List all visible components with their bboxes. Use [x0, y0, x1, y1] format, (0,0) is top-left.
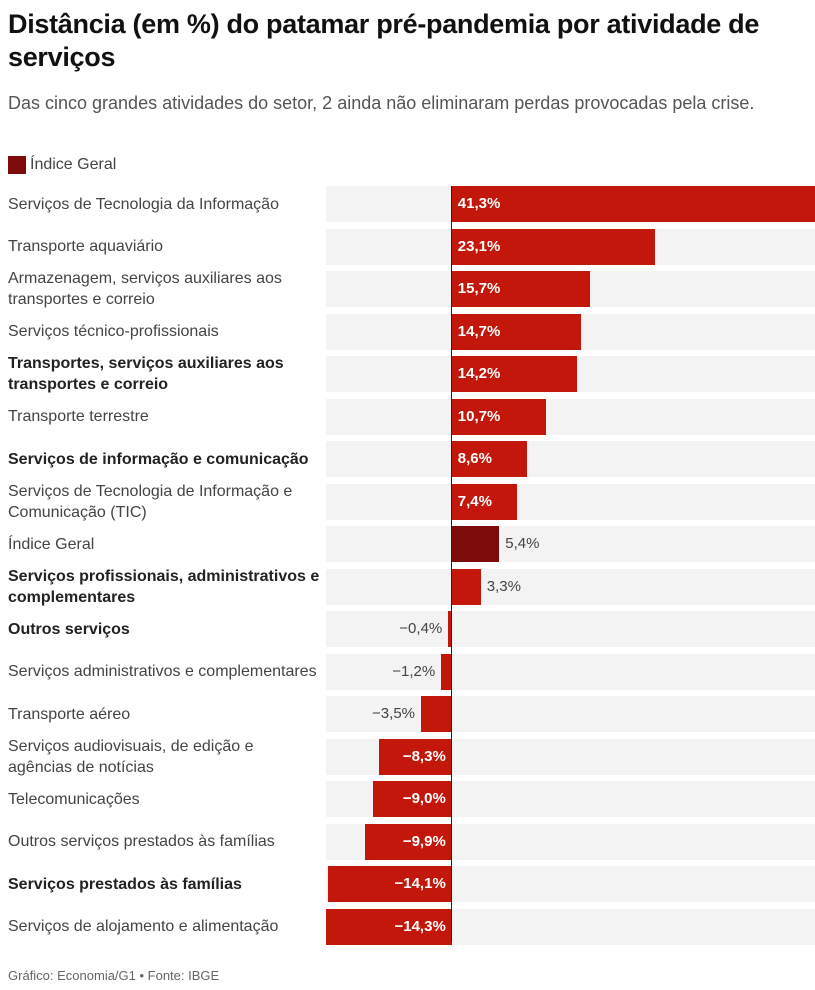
value-label: 23,1%: [457, 237, 501, 255]
zero-axis-line: [451, 186, 453, 942]
category-label: Transporte terrestre: [8, 408, 149, 425]
bar-row-background: [326, 483, 815, 520]
bar-row-background: [326, 568, 815, 605]
value-label: 3,3%: [486, 577, 521, 595]
bar: [441, 653, 452, 690]
chart-title: Distância (em %) do patamar pré-pandemia…: [8, 9, 760, 72]
value-label: −9,0%: [402, 790, 446, 807]
value-label: 15,7%: [457, 280, 501, 297]
category-label: Transporte aquaviário: [8, 238, 164, 255]
value-label: 7,4%: [457, 492, 492, 510]
category-label: Serviços de Tecnologia da Informação: [8, 195, 279, 213]
bar-row: Transporte aéreo −3,5%: [0, 696, 815, 732]
bar-row-background: [326, 696, 815, 732]
bar: [451, 271, 590, 307]
chart-legend: Índice Geral: [8, 154, 116, 176]
bar-row-background: [326, 611, 815, 647]
category-label: Serviços técnico-profissionais: [8, 323, 219, 340]
value-label: −1,2%: [392, 662, 436, 680]
bar: [451, 356, 577, 392]
value-label: −9,9%: [402, 832, 446, 850]
bar-row: Transporte aquaviário 23,1%: [0, 228, 815, 265]
category-label: Outros serviços: [8, 620, 130, 638]
value-label: −14,1%: [394, 875, 446, 892]
bar: [451, 568, 481, 605]
bar-row: Índice Geral 5,4%: [0, 526, 815, 562]
bar-row: Serviços audiovisuais, de edição e agênc…: [0, 737, 815, 776]
category-label: Outros serviços prestados às famílias: [8, 833, 275, 850]
bar-row: Serviços profissionais, administrativos …: [0, 567, 815, 606]
value-label: 8,6%: [457, 450, 492, 467]
bar-row: Telecomunicações −9,0%: [0, 781, 815, 817]
value-label: −8,3%: [402, 747, 446, 765]
category-label: Serviços administrativos e complementare…: [8, 663, 317, 680]
category-label: Serviços de alojamento e alimentação: [8, 918, 279, 935]
bar: [451, 441, 528, 477]
value-label: 41,3%: [457, 195, 501, 212]
bar: [451, 228, 655, 265]
value-label: 14,7%: [457, 322, 501, 340]
chart-source: Gráfico: Economia/G1 • Fonte: IBGE: [8, 968, 220, 983]
bar: [378, 738, 452, 775]
bar-row-background: [326, 526, 815, 562]
bar-row-background: [326, 441, 815, 477]
bar-row: Serviços prestados às famílias −14,1%: [0, 866, 815, 902]
category-label: Armazenagem, serviços auxiliares aos tra…: [8, 270, 282, 308]
bar-row-background: [326, 398, 815, 435]
category-label: Serviços de informação e comunicação: [8, 450, 309, 468]
bar-row: Serviços de informação e comunicação 8,6%: [0, 441, 815, 477]
value-label: −3,5%: [372, 705, 415, 722]
bar-row-background: [326, 653, 815, 690]
chart-subtitle: Das cinco grandes atividades do setor, 2…: [8, 93, 755, 113]
bar: [448, 611, 452, 647]
category-label: Transportes, serviços auxiliares aos tra…: [8, 355, 284, 393]
bar-row: Outros serviços prestados às famílias −9,…: [0, 823, 815, 860]
category-label: Serviços audiovisuais, de edição e agênc…: [8, 737, 254, 776]
bar-row: Serviços de Tecnologia de Informação e C…: [0, 482, 815, 521]
value-label: 10,7%: [457, 407, 501, 425]
bar: [327, 866, 452, 902]
bar-row: Serviços de alojamento e alimentação −14,…: [0, 908, 815, 945]
bar-row: Armazenagem, serviços auxiliares aos tra…: [0, 270, 815, 308]
bar: [364, 823, 452, 860]
value-label: 5,4%: [505, 535, 540, 552]
legend-swatch: [8, 156, 26, 174]
bar: [451, 398, 546, 435]
value-label: −0,4%: [399, 620, 443, 637]
legend-label: Índice Geral: [30, 156, 117, 173]
bar: [326, 908, 452, 945]
category-label: Telecomunicações: [8, 790, 140, 808]
bar-row: Serviços técnico-profissionais 14,7%: [0, 313, 815, 350]
category-label: Transporte aéreo: [8, 705, 131, 723]
category-label: Serviços profissionais, administrativos …: [8, 567, 320, 606]
bar-row: Serviços de Tecnologia da Informação 41,3…: [0, 186, 815, 222]
category-label: Serviços prestados às famílias: [8, 875, 242, 893]
bar: [451, 483, 517, 520]
bar: [451, 186, 815, 222]
bar: [372, 781, 452, 817]
bar-row: Transporte terrestre 10,7%: [0, 398, 815, 435]
bar: [451, 313, 582, 350]
bar-row: Outros serviços −0,4%: [0, 611, 815, 647]
bar-chart: Serviços de Tecnologia da Informação 41,3…: [0, 186, 815, 946]
value-label: −14,3%: [394, 917, 446, 935]
category-label: Serviços de Tecnologia de Informação e C…: [8, 482, 293, 521]
bar-row: Transportes, serviços auxiliares aos tra…: [0, 355, 815, 393]
value-label: 14,2%: [457, 365, 501, 382]
bar: [451, 526, 500, 562]
category-label: Índice Geral: [8, 535, 95, 553]
bar: [420, 696, 452, 732]
bar-row: Serviços administrativos e complementare…: [0, 653, 815, 690]
